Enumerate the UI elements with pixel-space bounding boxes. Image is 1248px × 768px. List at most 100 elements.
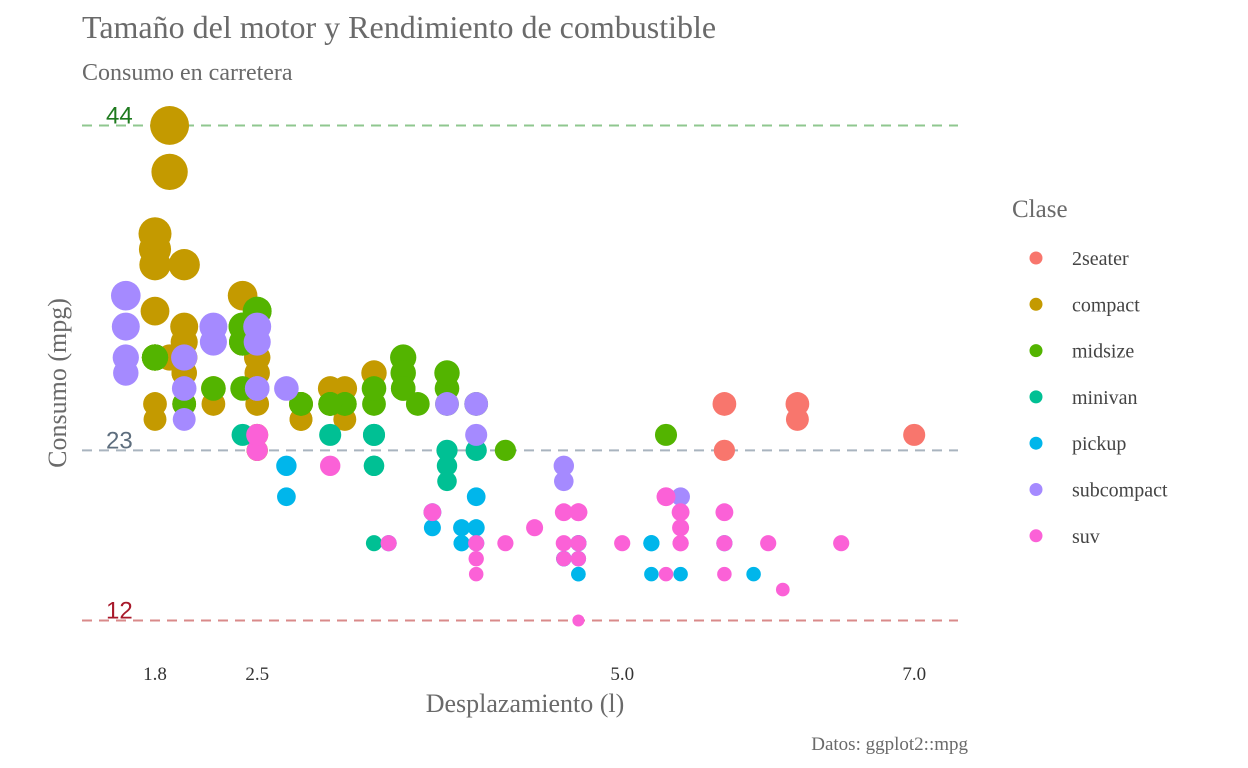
point-2seater <box>903 423 926 446</box>
point-subcompact <box>554 471 574 492</box>
point-suv <box>656 487 676 507</box>
point-midsize <box>141 344 169 371</box>
point-suv <box>833 535 850 552</box>
point-subcompact <box>243 312 272 341</box>
point-minivan <box>436 455 458 477</box>
point-suv <box>246 423 269 446</box>
legend-label-midsize: midsize <box>1072 341 1134 363</box>
point-suv <box>614 535 631 552</box>
point-suv <box>760 535 777 552</box>
point-midsize <box>201 376 226 401</box>
point-2seater <box>713 439 736 461</box>
point-minivan <box>437 471 457 492</box>
legend-label-2seater: 2seater <box>1072 248 1129 270</box>
point-suv <box>569 503 588 522</box>
point-subcompact <box>171 344 198 371</box>
point-minivan <box>436 439 458 461</box>
point-suv <box>468 550 484 567</box>
point-midsize <box>434 360 460 386</box>
point-suv <box>716 535 733 552</box>
point-subcompact <box>171 376 197 401</box>
point-suv <box>320 455 341 477</box>
point-suv <box>572 614 585 627</box>
point-suv <box>526 519 544 537</box>
point-pickup <box>644 566 659 582</box>
legend-key-minivan <box>1029 390 1043 404</box>
point-pickup <box>277 487 296 507</box>
point-minivan <box>365 535 383 552</box>
legend-key-compact <box>1029 297 1043 311</box>
reference-label-44: 44 <box>106 102 133 129</box>
point-minivan <box>363 455 385 477</box>
point-suv <box>672 519 690 537</box>
point-suv <box>570 550 587 567</box>
point-suv <box>554 503 573 522</box>
point-minivan <box>465 439 487 461</box>
legend-label-minivan: minivan <box>1072 387 1138 409</box>
point-suv <box>246 439 268 461</box>
point-minivan <box>319 423 342 446</box>
point-suv <box>468 566 484 582</box>
reference-lines: 44 23 12 <box>82 102 958 625</box>
point-subcompact <box>464 392 489 416</box>
point-subcompact <box>244 376 270 401</box>
point-compact <box>143 407 167 431</box>
legend: Clase 2seater compact midsize minivan pickup… <box>1012 196 1168 548</box>
point-midsize <box>405 392 430 416</box>
point-suv <box>717 566 732 582</box>
point-subcompact <box>112 344 139 371</box>
point-suv <box>497 535 514 552</box>
point-2seater <box>712 392 737 416</box>
data-points <box>110 106 926 627</box>
legend-key-subcompact <box>1029 483 1043 496</box>
legend-title: Clase <box>1012 196 1068 223</box>
point-subcompact <box>111 312 140 341</box>
point-midsize <box>289 392 313 416</box>
x-tick-label: 1.8 <box>143 664 167 685</box>
point-suv <box>671 503 690 522</box>
point-pickup <box>453 519 471 537</box>
point-pickup <box>466 487 486 507</box>
point-compact <box>151 153 188 191</box>
point-compact <box>139 249 171 281</box>
x-axis-title: Desplazamiento (l) <box>426 689 625 718</box>
point-pickup <box>673 566 688 582</box>
point-compact <box>140 296 170 326</box>
point-subcompact <box>110 280 141 311</box>
y-axis-title: Consumo (mpg) <box>43 298 72 468</box>
point-midsize <box>654 423 678 446</box>
point-compact <box>138 217 172 251</box>
legend-label-suv: suv <box>1072 526 1100 548</box>
point-2seater <box>785 407 809 431</box>
point-compact <box>168 249 200 281</box>
point-subcompact <box>465 423 488 446</box>
legend-key-midsize <box>1029 344 1043 358</box>
point-subcompact <box>671 487 690 507</box>
point-subcompact <box>274 376 299 401</box>
point-suv <box>423 503 442 522</box>
point-suv <box>468 535 485 552</box>
point-pickup <box>467 519 485 537</box>
point-midsize <box>361 376 387 401</box>
point-midsize <box>318 392 343 416</box>
point-pickup <box>643 535 660 552</box>
point-midsize <box>390 376 416 401</box>
point-minivan <box>362 423 386 446</box>
point-compact <box>150 106 190 145</box>
point-pickup <box>423 519 441 537</box>
chart-subtitle: Consumo en carretera <box>82 60 293 86</box>
legend-key-2seater <box>1029 251 1043 265</box>
point-suv <box>555 535 572 552</box>
point-pickup <box>276 455 297 477</box>
point-subcompact <box>199 312 228 341</box>
point-suv <box>672 535 689 552</box>
legend-label-subcompact: subcompact <box>1072 480 1168 502</box>
point-subcompact <box>172 407 196 431</box>
chart-title: Tamaño del motor y Rendimiento de combus… <box>82 9 716 45</box>
legend-label-pickup: pickup <box>1072 433 1126 455</box>
point-subcompact <box>553 455 574 477</box>
chart-caption: Datos: ggplot2::mpg <box>811 734 968 755</box>
point-suv <box>658 566 674 582</box>
x-tick-label: 2.5 <box>245 664 269 685</box>
